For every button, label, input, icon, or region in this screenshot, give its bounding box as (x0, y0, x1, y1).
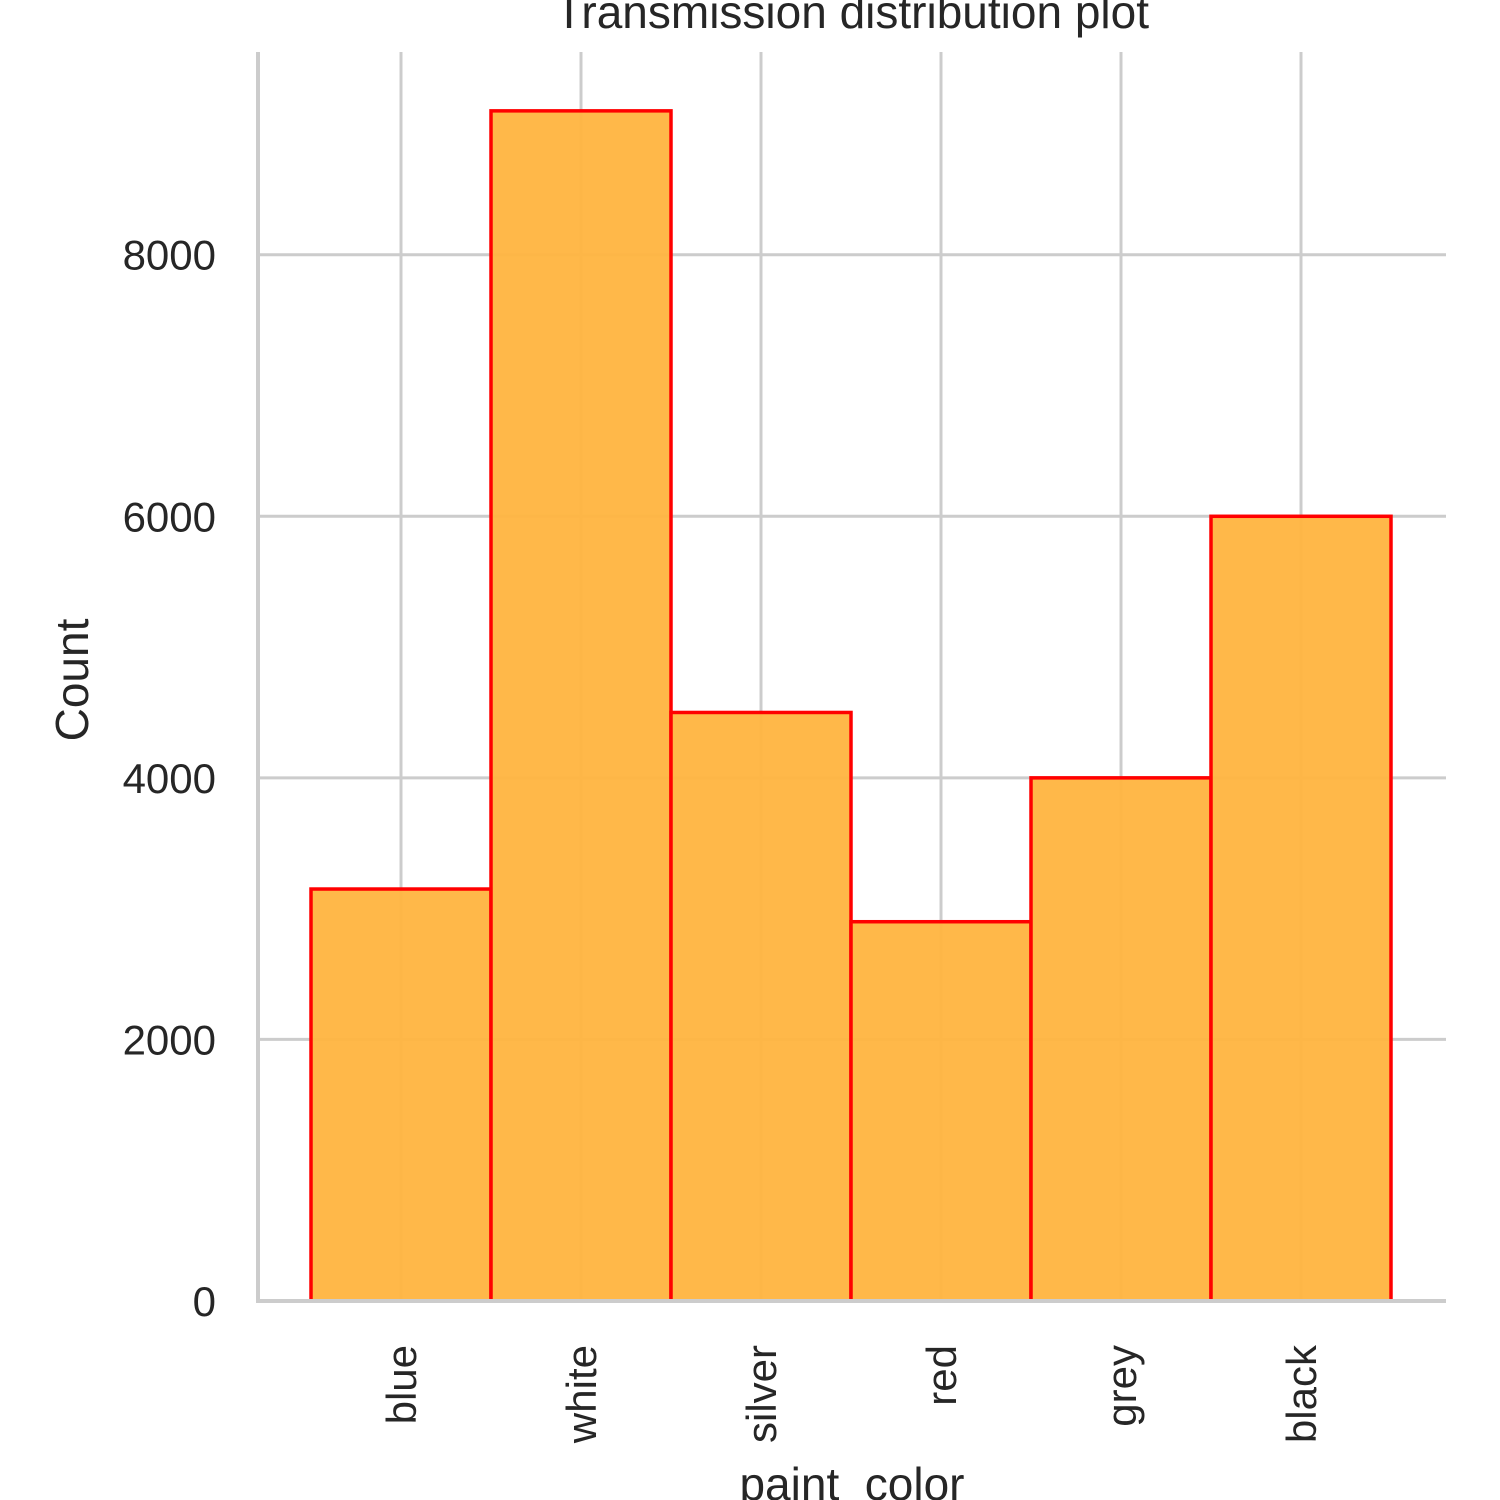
bar-black (1209, 514, 1393, 1303)
bar-silver (669, 710, 853, 1303)
x-tick-label: silver (738, 1345, 785, 1443)
axes-layer (256, 52, 1446, 1303)
y-tick-label: 2000 (123, 1016, 216, 1063)
y-tick-label: 0 (193, 1278, 216, 1325)
y-tick-label: 8000 (123, 232, 216, 279)
x-axis-label: paint_color (739, 1458, 964, 1500)
chart-title: Transmission distribution plot (555, 0, 1149, 38)
y-tick-label: 4000 (123, 755, 216, 802)
x-tick-label: red (918, 1345, 965, 1406)
bar-white (489, 109, 673, 1303)
y-axis-label: Count (46, 618, 98, 741)
y-tick-label: 6000 (123, 493, 216, 540)
bar-blue (309, 887, 493, 1303)
bar-red (849, 919, 1033, 1303)
x-tick-label: black (1278, 1344, 1325, 1443)
bar-layer (309, 109, 1393, 1303)
x-tick-label: blue (378, 1345, 425, 1424)
label-layer: 0 2000 4000 6000 8000 blue white silver red grey b… (123, 232, 1325, 1444)
bar-grey (1029, 776, 1213, 1303)
x-tick-label: white (558, 1345, 605, 1444)
x-tick-label: grey (1098, 1345, 1145, 1427)
